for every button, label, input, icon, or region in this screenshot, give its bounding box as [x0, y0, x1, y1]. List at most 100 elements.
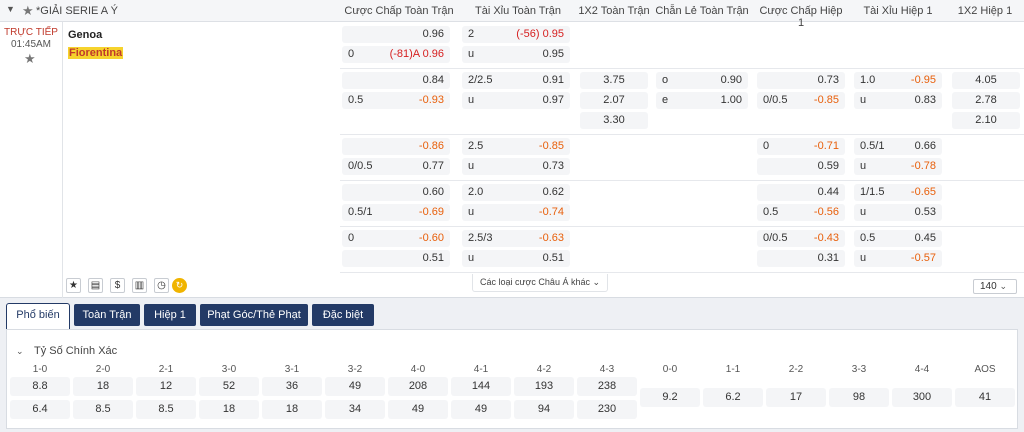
score-odds-draw[interactable]: 9.2: [640, 388, 700, 407]
odds-cell[interactable]: u 0.83: [854, 92, 942, 109]
odds-cell[interactable]: 0 -0.60: [342, 230, 450, 247]
odds-cell[interactable]: 2 (-56) 0.95: [462, 26, 570, 43]
odds-line: u: [860, 252, 867, 264]
score-odds-draw[interactable]: 6.2: [703, 388, 763, 407]
odds-cell[interactable]: u 0.51: [462, 250, 570, 267]
odds-cell[interactable]: 0.5 0.45: [854, 230, 942, 247]
score-odds-away[interactable]: 8.5: [136, 400, 196, 419]
tab-half-1[interactable]: Hiệp 1: [144, 304, 196, 326]
score-label: 1-0: [32, 364, 48, 375]
score-odds-away[interactable]: 49: [451, 400, 511, 419]
stats-table-icon[interactable]: ▤: [88, 278, 103, 293]
score-odds-away[interactable]: 230: [577, 400, 637, 419]
odds-cell[interactable]: 2.0 0.62: [462, 184, 570, 201]
score-odds-draw[interactable]: 98: [829, 388, 889, 407]
league-header[interactable]: ▼ ★ *GIẢI SERIE A Ý Cược Chấp Toàn Trận …: [0, 0, 1024, 29]
odds-cell[interactable]: 0 (-81)A 0.96: [342, 46, 450, 63]
odds-cell[interactable]: 2.07: [580, 92, 648, 109]
odds-cell[interactable]: e 1.00: [656, 92, 748, 109]
odds-price: -0.43: [813, 232, 839, 244]
odds-cell[interactable]: u 0.73: [462, 158, 570, 175]
odds-cell[interactable]: 0/0.5 -0.43: [757, 230, 845, 247]
odds-cell[interactable]: 0.60: [342, 184, 450, 201]
odds-cell[interactable]: 2/2.5 0.91: [462, 72, 570, 89]
odds-cell[interactable]: 3.75: [580, 72, 648, 89]
score-odds-draw[interactable]: 300: [892, 388, 952, 407]
odds-cell[interactable]: 0.59: [757, 158, 845, 175]
odds-cell[interactable]: o 0.90: [656, 72, 748, 89]
favorite-star-icon[interactable]: ★: [22, 3, 34, 18]
odds-line: u: [860, 160, 867, 172]
odds-cell[interactable]: u -0.57: [854, 250, 942, 267]
odds-cell[interactable]: 0 -0.71: [757, 138, 845, 155]
odds-cell[interactable]: 2.78: [952, 92, 1020, 109]
score-odds-away[interactable]: 18: [199, 400, 259, 419]
tab-popular[interactable]: Phổ biến: [6, 303, 70, 329]
odds-price: 0.83: [914, 94, 936, 106]
odds-cell[interactable]: 3.30: [580, 112, 648, 129]
tab-special[interactable]: Đặc biệt: [312, 304, 374, 326]
odds-cell[interactable]: 2.5 -0.85: [462, 138, 570, 155]
clock-icon[interactable]: ◷: [154, 278, 169, 293]
odds-cell[interactable]: 0/0.5 0.77: [342, 158, 450, 175]
collapse-icon[interactable]: ⌄: [16, 346, 24, 356]
score-odds-away[interactable]: 8.5: [73, 400, 133, 419]
score-odds-home[interactable]: 52: [199, 377, 259, 396]
score-odds-home[interactable]: 144: [451, 377, 511, 396]
odds-cell[interactable]: 0/0.5 -0.85: [757, 92, 845, 109]
odds-price: -0.71: [813, 140, 839, 152]
odds-cell[interactable]: 0.51: [342, 250, 450, 267]
more-markets-button[interactable]: Các loại cược Châu Á khác ⌄: [472, 274, 608, 292]
odds-line: u: [860, 206, 867, 218]
odds-cell[interactable]: 4.05: [952, 72, 1020, 89]
market-count-button[interactable]: 140 ⌄: [973, 279, 1017, 294]
score-odds-home[interactable]: 208: [388, 377, 448, 396]
odds-cell[interactable]: 0.73: [757, 72, 845, 89]
dollar-icon[interactable]: $: [110, 278, 125, 293]
score-odds-home[interactable]: 12: [136, 377, 196, 396]
score-odds-away[interactable]: 18: [262, 400, 322, 419]
score-odds-home[interactable]: 8.8: [10, 377, 70, 396]
odds-cell[interactable]: 0.5/1 0.66: [854, 138, 942, 155]
score-odds-home[interactable]: 36: [262, 377, 322, 396]
score-odds-home[interactable]: 18: [73, 377, 133, 396]
score-odds-home[interactable]: 49: [325, 377, 385, 396]
odds-cell[interactable]: 0.5 -0.56: [757, 204, 845, 221]
odds-cell[interactable]: 2.10: [952, 112, 1020, 129]
odds-cell[interactable]: u 0.53: [854, 204, 942, 221]
odds-price: 0.31: [817, 252, 839, 264]
odds-cell[interactable]: -0.86: [342, 138, 450, 155]
tab-corners-cards[interactable]: Phạt Góc/Thẻ Phạt: [200, 304, 308, 326]
score-odds-draw[interactable]: 17: [766, 388, 826, 407]
odds-cell[interactable]: 0.5/1 -0.69: [342, 204, 450, 221]
tab-full-match[interactable]: Toàn Trận: [74, 304, 140, 326]
bar-chart-icon[interactable]: ▥: [132, 278, 147, 293]
odds-cell[interactable]: 0.5 -0.93: [342, 92, 450, 109]
collapse-icon[interactable]: ▼: [6, 4, 15, 14]
odds-cell[interactable]: 0.31: [757, 250, 845, 267]
odds-cell[interactable]: 1/1.5 -0.65: [854, 184, 942, 201]
odds-price: 0.73: [542, 160, 564, 172]
score-odds-draw[interactable]: 41: [955, 388, 1015, 407]
score-odds-home[interactable]: 193: [514, 377, 574, 396]
odds-cell[interactable]: 1.0 -0.95: [854, 72, 942, 89]
score-odds-away[interactable]: 6.4: [10, 400, 70, 419]
score-odds-home[interactable]: 238: [577, 377, 637, 396]
refresh-icon[interactable]: ↻: [172, 278, 187, 293]
odds-cell[interactable]: 0.44: [757, 184, 845, 201]
odds-cell[interactable]: 0.96: [342, 26, 450, 43]
odds-price: -0.85: [538, 140, 564, 152]
odds-cell[interactable]: u -0.78: [854, 158, 942, 175]
odds-cell[interactable]: u 0.95: [462, 46, 570, 63]
odds-cell[interactable]: u 0.97: [462, 92, 570, 109]
score-odds-away[interactable]: 34: [325, 400, 385, 419]
odds-cell[interactable]: u -0.74: [462, 204, 570, 221]
match-favorite-star-icon[interactable]: ★: [24, 51, 36, 66]
favorite-star-icon[interactable]: ★: [66, 278, 81, 293]
odds-line: u: [468, 94, 475, 106]
odds-cell[interactable]: 2.5/3 -0.63: [462, 230, 570, 247]
odds-cell[interactable]: 0.84: [342, 72, 450, 89]
col-ou-ft: Tài Xỉu Toàn Trận: [474, 5, 561, 17]
score-odds-away[interactable]: 94: [514, 400, 574, 419]
score-odds-away[interactable]: 49: [388, 400, 448, 419]
